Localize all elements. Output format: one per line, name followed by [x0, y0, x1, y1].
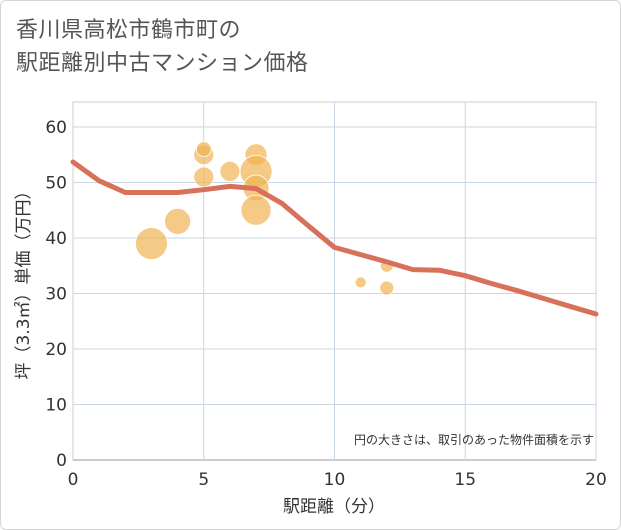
y-tick-label: 0 [56, 451, 67, 471]
bubble-point [240, 194, 272, 226]
trend-series [70, 159, 599, 317]
y-tick-label: 10 [45, 396, 67, 416]
bubble-point [164, 207, 192, 235]
bubble-point [135, 227, 168, 260]
bubble-series [135, 141, 395, 296]
size-annotation: 円の大きさは、取引のあった物件面積を示す [354, 432, 594, 447]
x-tick-label: 15 [454, 470, 476, 490]
x-tick-label: 10 [324, 470, 346, 490]
bubble-point [195, 141, 212, 158]
y-tick-label: 60 [45, 118, 67, 138]
trend-line [70, 159, 599, 317]
y-tick-label: 40 [45, 229, 67, 249]
chart-title-line2: 駅距離別中古マンション価格 [16, 51, 309, 76]
y-tick-labels: 0 10 20 30 40 50 60 [45, 118, 67, 471]
y-tick-label: 50 [45, 174, 67, 194]
x-tick-label: 20 [585, 470, 607, 490]
bubble-point [219, 160, 241, 182]
x-tick-label: 0 [68, 470, 79, 490]
x-tick-label: 5 [198, 470, 209, 490]
chart-title: 香川県高松市鶴市町の 駅距離別中古マンション価格 [16, 14, 309, 80]
bubble-point [354, 276, 367, 289]
chart-title-line1: 香川県高松市鶴市町の [16, 18, 242, 43]
y-tick-label: 30 [45, 285, 67, 305]
y-axis-label: 坪（3.3㎡）単価（万円） [14, 182, 34, 379]
bubble-point [193, 166, 215, 188]
x-axis-label: 駅距離（分） [283, 497, 385, 517]
y-tick-label: 20 [45, 340, 67, 360]
bubble-point [379, 280, 395, 296]
x-tick-labels: 0 5 10 15 20 [68, 470, 607, 490]
